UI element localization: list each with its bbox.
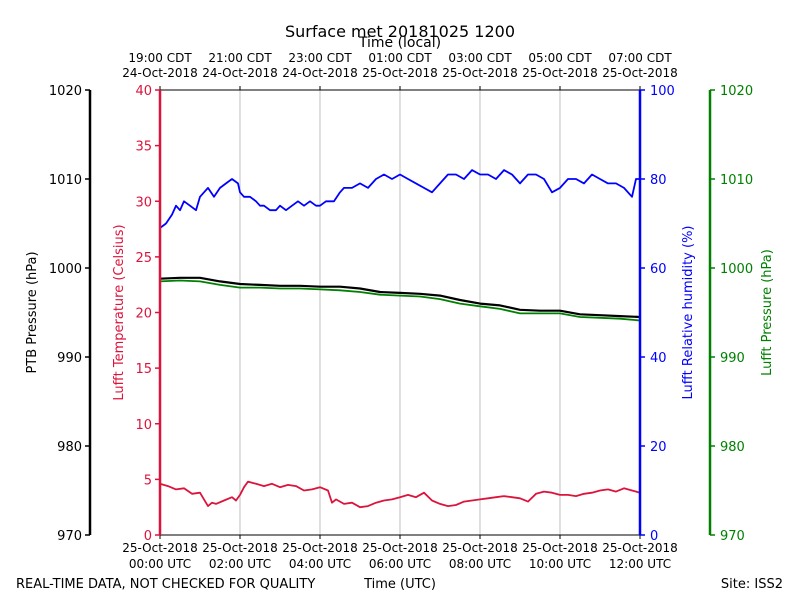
lufft-pressure-axis-tick-label: 1020 xyxy=(720,84,753,99)
ptb-pressure-axis-tick-label: 970 xyxy=(57,529,82,544)
lufft-humidity-axis-tick-label: 20 xyxy=(650,440,667,455)
axes-layer: 25-Oct-2018 00:00 UTC 25-Oct-2018 02:00 UTC… xyxy=(25,51,775,571)
top-tick-label-date: 25-Oct-2018 xyxy=(522,66,598,80)
lufft-pressure-axis-tick-label: 990 xyxy=(720,351,745,366)
lufft-humidity-axis-title: Lufft Relative humidity (%) xyxy=(681,225,696,399)
lufft-temperature-axis-tick-label: 25 xyxy=(135,251,152,266)
ptb-pressure-axis-tick-label: 990 xyxy=(57,351,82,366)
top-tick-label-date: 24-Oct-2018 xyxy=(202,66,278,80)
x-tick-label-time: 10:00 UTC xyxy=(529,557,591,571)
ptb-pressure-axis-tick-label: 1000 xyxy=(49,262,82,277)
x-tick-label-time: 00:00 UTC xyxy=(129,557,191,571)
top-tick-label-date: 24-Oct-2018 xyxy=(122,66,198,80)
lufft-temperature-axis-tick-label: 5 xyxy=(144,473,152,488)
x-tick-label-time: 08:00 UTC xyxy=(449,557,511,571)
x-tick-label-time: 06:00 UTC xyxy=(369,557,431,571)
lufft-temperature-axis-tick-label: 30 xyxy=(135,195,152,210)
top-tick-label-date: 25-Oct-2018 xyxy=(602,66,678,80)
ptb-pressure-axis-tick-label: 1020 xyxy=(49,84,82,99)
lufft-temperature-axis-tick-label: 10 xyxy=(135,418,152,433)
top-tick-label-time: 03:00 CDT xyxy=(448,51,512,65)
lufft-pressure-axis-tick-label: 1010 xyxy=(720,173,753,188)
series-layer xyxy=(159,169,641,509)
top-tick-label-date: 25-Oct-2018 xyxy=(362,66,438,80)
top-tick-label-date: 25-Oct-2018 xyxy=(442,66,518,80)
lufft-pressure-axis-title: Lufft Pressure (hPa) xyxy=(760,249,775,376)
lufft-temperature-axis-title: Lufft Temperature (Celsius) xyxy=(112,224,127,400)
lufft-pressure-axis-tick-label: 980 xyxy=(720,440,745,455)
lufft-humidity-axis-tick-label: 0 xyxy=(650,529,658,544)
series-lufft-temperature xyxy=(159,480,641,509)
top-tick-label-time: 21:00 CDT xyxy=(208,51,272,65)
x-tick-label-date: 25-Oct-2018 xyxy=(602,541,678,555)
top-tick-label-time: 07:00 CDT xyxy=(608,51,672,65)
top-tick-label-time: 19:00 CDT xyxy=(128,51,192,65)
series-lufft-relative-humidity xyxy=(159,169,640,229)
top-tick-label-time: 23:00 CDT xyxy=(288,51,352,65)
chart-title: Surface met 20181025 1200 xyxy=(285,22,515,41)
series-ptb-pressure xyxy=(159,276,641,319)
lufft-humidity-axis-tick-label: 60 xyxy=(650,262,667,277)
x-tick-label-date: 25-Oct-2018 xyxy=(362,541,438,555)
x-tick-label-date: 25-Oct-2018 xyxy=(202,541,278,555)
lufft-temperature-axis-tick-label: 15 xyxy=(135,362,152,377)
top-tick-label-time: 05:00 CDT xyxy=(528,51,592,65)
x-tick-label-date: 25-Oct-2018 xyxy=(442,541,518,555)
lufft-temperature-axis-tick-label: 0 xyxy=(144,529,152,544)
x-tick-label-time: 12:00 UTC xyxy=(609,557,671,571)
quality-notice: REAL-TIME DATA, NOT CHECKED FOR QUALITY xyxy=(16,577,315,592)
series-lufft-pressure xyxy=(159,279,641,322)
ptb-pressure-axis-tick-label: 1010 xyxy=(49,173,82,188)
lufft-temperature-axis-tick-label: 40 xyxy=(135,84,152,99)
x-tick-label-date: 25-Oct-2018 xyxy=(122,541,198,555)
lufft-temperature-axis-tick-label: 35 xyxy=(135,140,152,155)
top-tick-label-date: 24-Oct-2018 xyxy=(282,66,358,80)
ptb-pressure-axis-title: PTB Pressure (hPa) xyxy=(25,251,40,373)
lufft-pressure-axis-tick-label: 1000 xyxy=(720,262,753,277)
site-label: Site: ISS2 xyxy=(721,577,783,592)
lufft-humidity-axis-tick-label: 40 xyxy=(650,351,667,366)
lufft-humidity-axis-tick-label: 100 xyxy=(650,84,675,99)
lufft-humidity-axis-tick-label: 80 xyxy=(650,173,667,188)
x-tick-label-date: 25-Oct-2018 xyxy=(522,541,598,555)
ptb-pressure-axis-tick-label: 980 xyxy=(57,440,82,455)
top-axis-label: Time (local) xyxy=(358,35,441,51)
x-tick-label-time: 02:00 UTC xyxy=(209,557,271,571)
x-tick-label-time: 04:00 UTC xyxy=(289,557,351,571)
x-axis-label: Time (UTC) xyxy=(363,577,436,592)
lufft-temperature-axis-tick-label: 20 xyxy=(135,307,152,322)
lufft-pressure-axis-tick-label: 970 xyxy=(720,529,745,544)
x-tick-label-date: 25-Oct-2018 xyxy=(282,541,358,555)
top-tick-label-time: 01:00 CDT xyxy=(368,51,432,65)
